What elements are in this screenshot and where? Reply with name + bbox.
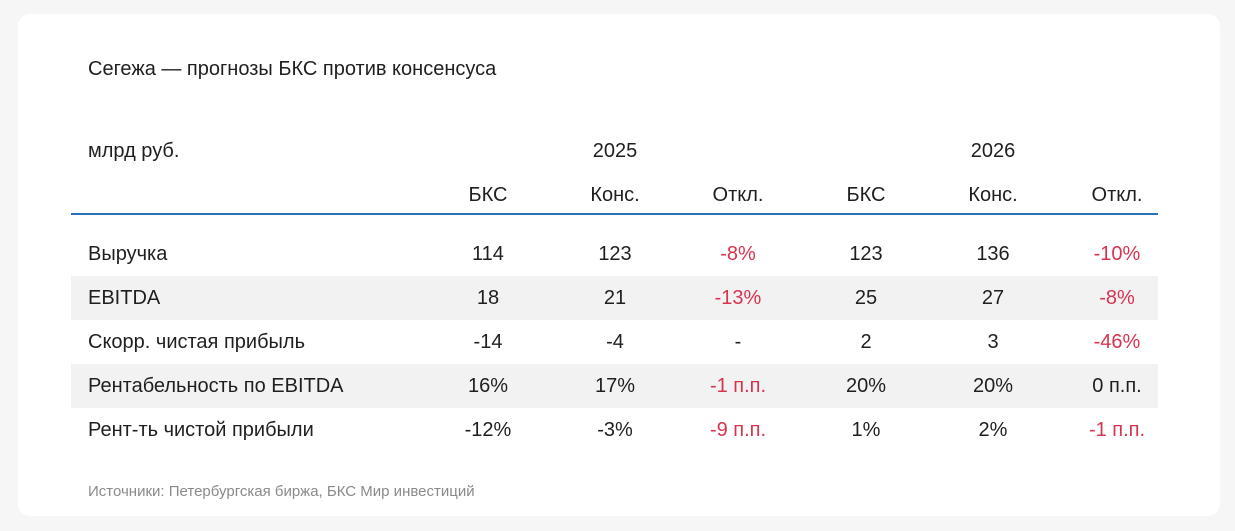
table-cell: -13% (714, 287, 762, 309)
row-label: Рент-ть чистой прибыли (88, 419, 314, 441)
table-card: Сегежа — прогнозы БКС против консенсуса … (18, 14, 1220, 516)
table-cell: 123 (849, 243, 883, 265)
table-row: Скорр. чистая прибыль -14 -4 - 2 3 -46% (71, 320, 1158, 364)
table-cell: 18 (476, 287, 500, 309)
table-cell: -14 (473, 331, 503, 353)
table-cell: - (734, 331, 742, 353)
table-cell: -46% (1093, 331, 1141, 353)
table-cell: -10% (1093, 243, 1141, 265)
header-divider (71, 213, 1158, 215)
page-title: Сегежа — прогнозы БКС против консенсуса (88, 58, 497, 80)
table-row: Рентабельность по EBITDA 16% 17% -1 п.п. 20%… (71, 364, 1158, 408)
table-row: Выручка 114 123 -8% 123 136 -10% (71, 232, 1158, 276)
column-header-deviation-2026: Откл. (1091, 184, 1143, 206)
row-label: Рентабельность по EBITDA (88, 375, 344, 397)
table-cell: 2 (860, 331, 872, 353)
table-cell: 21 (603, 287, 627, 309)
column-header-deviation-2025: Откл. (712, 184, 764, 206)
table-cell: -12% (464, 419, 512, 441)
year-header-2026: 2026 (970, 140, 1016, 162)
table-cell: 114 (472, 243, 504, 265)
row-label: Выручка (88, 243, 168, 265)
table-cell: 0 п.п. (1092, 375, 1142, 397)
year-header-2025: 2025 (592, 140, 638, 162)
table-cell: -8% (1099, 287, 1135, 309)
table-cell: -1 п.п. (1088, 419, 1146, 441)
table-cell: 25 (854, 287, 878, 309)
table-cell: -3% (597, 419, 633, 441)
table-row: Рент-ть чистой прибыли -12% -3% -9 п.п. 1% 2%… (71, 408, 1158, 452)
row-label: Скорр. чистая прибыль (88, 331, 305, 353)
table-cell: -4 (606, 331, 624, 353)
table-cell: -9 п.п. (709, 419, 767, 441)
table-cell: 20% (845, 375, 887, 397)
table-cell: 17% (594, 375, 636, 397)
column-header-bcs-2025: БКС (468, 184, 508, 206)
column-header-consensus-2025: Конс. (590, 184, 640, 206)
table-row: EBITDA 18 21 -13% 25 27 -8% (71, 276, 1158, 320)
table-cell: -8% (720, 243, 756, 265)
table-cell: 123 (598, 243, 632, 265)
table-cell: -1 п.п. (709, 375, 767, 397)
table-cell: 3 (987, 331, 999, 353)
unit-label: млрд руб. (88, 140, 180, 162)
source-footnote: Источники: Петербургская биржа, БКС Мир … (88, 483, 475, 500)
row-label: EBITDA (88, 287, 161, 309)
table-cell: 16% (467, 375, 509, 397)
table-cell: 20% (972, 375, 1014, 397)
column-header-bcs-2026: БКС (846, 184, 886, 206)
column-header-consensus-2026: Конс. (968, 184, 1018, 206)
table-cell: 136 (976, 243, 1010, 265)
table-cell: 2% (978, 419, 1008, 441)
table-cell: 27 (981, 287, 1005, 309)
table-cell: 1% (851, 419, 881, 441)
